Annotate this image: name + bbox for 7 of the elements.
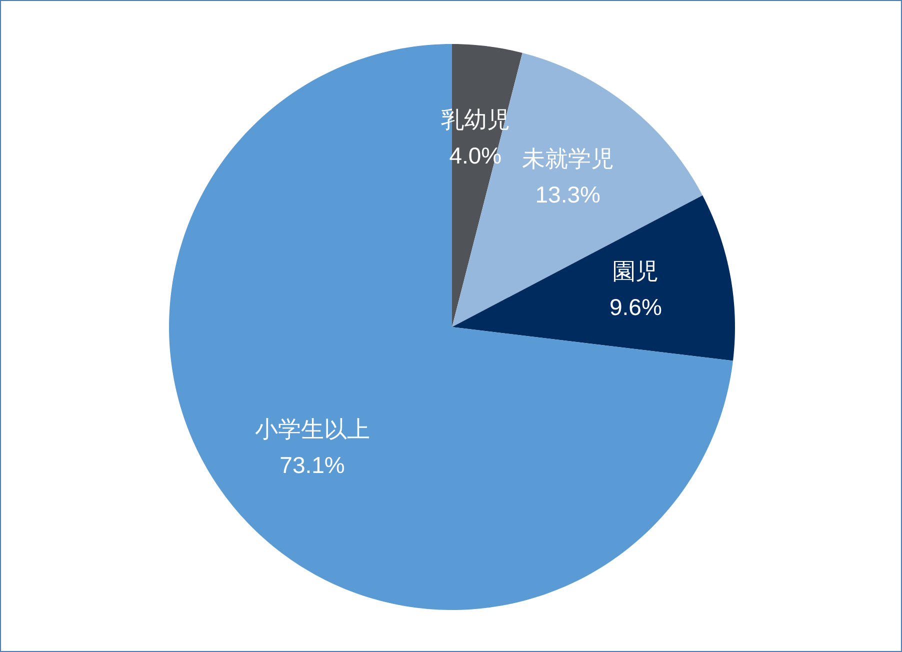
data-label: 9.6% (609, 294, 662, 320)
data-label: 73.1% (280, 452, 345, 478)
slice-label: 未就学児 (522, 146, 614, 172)
data-label: 13.3% (535, 182, 600, 208)
slice-label: 園児 (612, 258, 659, 284)
pie-slice (169, 44, 733, 610)
slice-label: 小学生以上 (254, 416, 370, 442)
